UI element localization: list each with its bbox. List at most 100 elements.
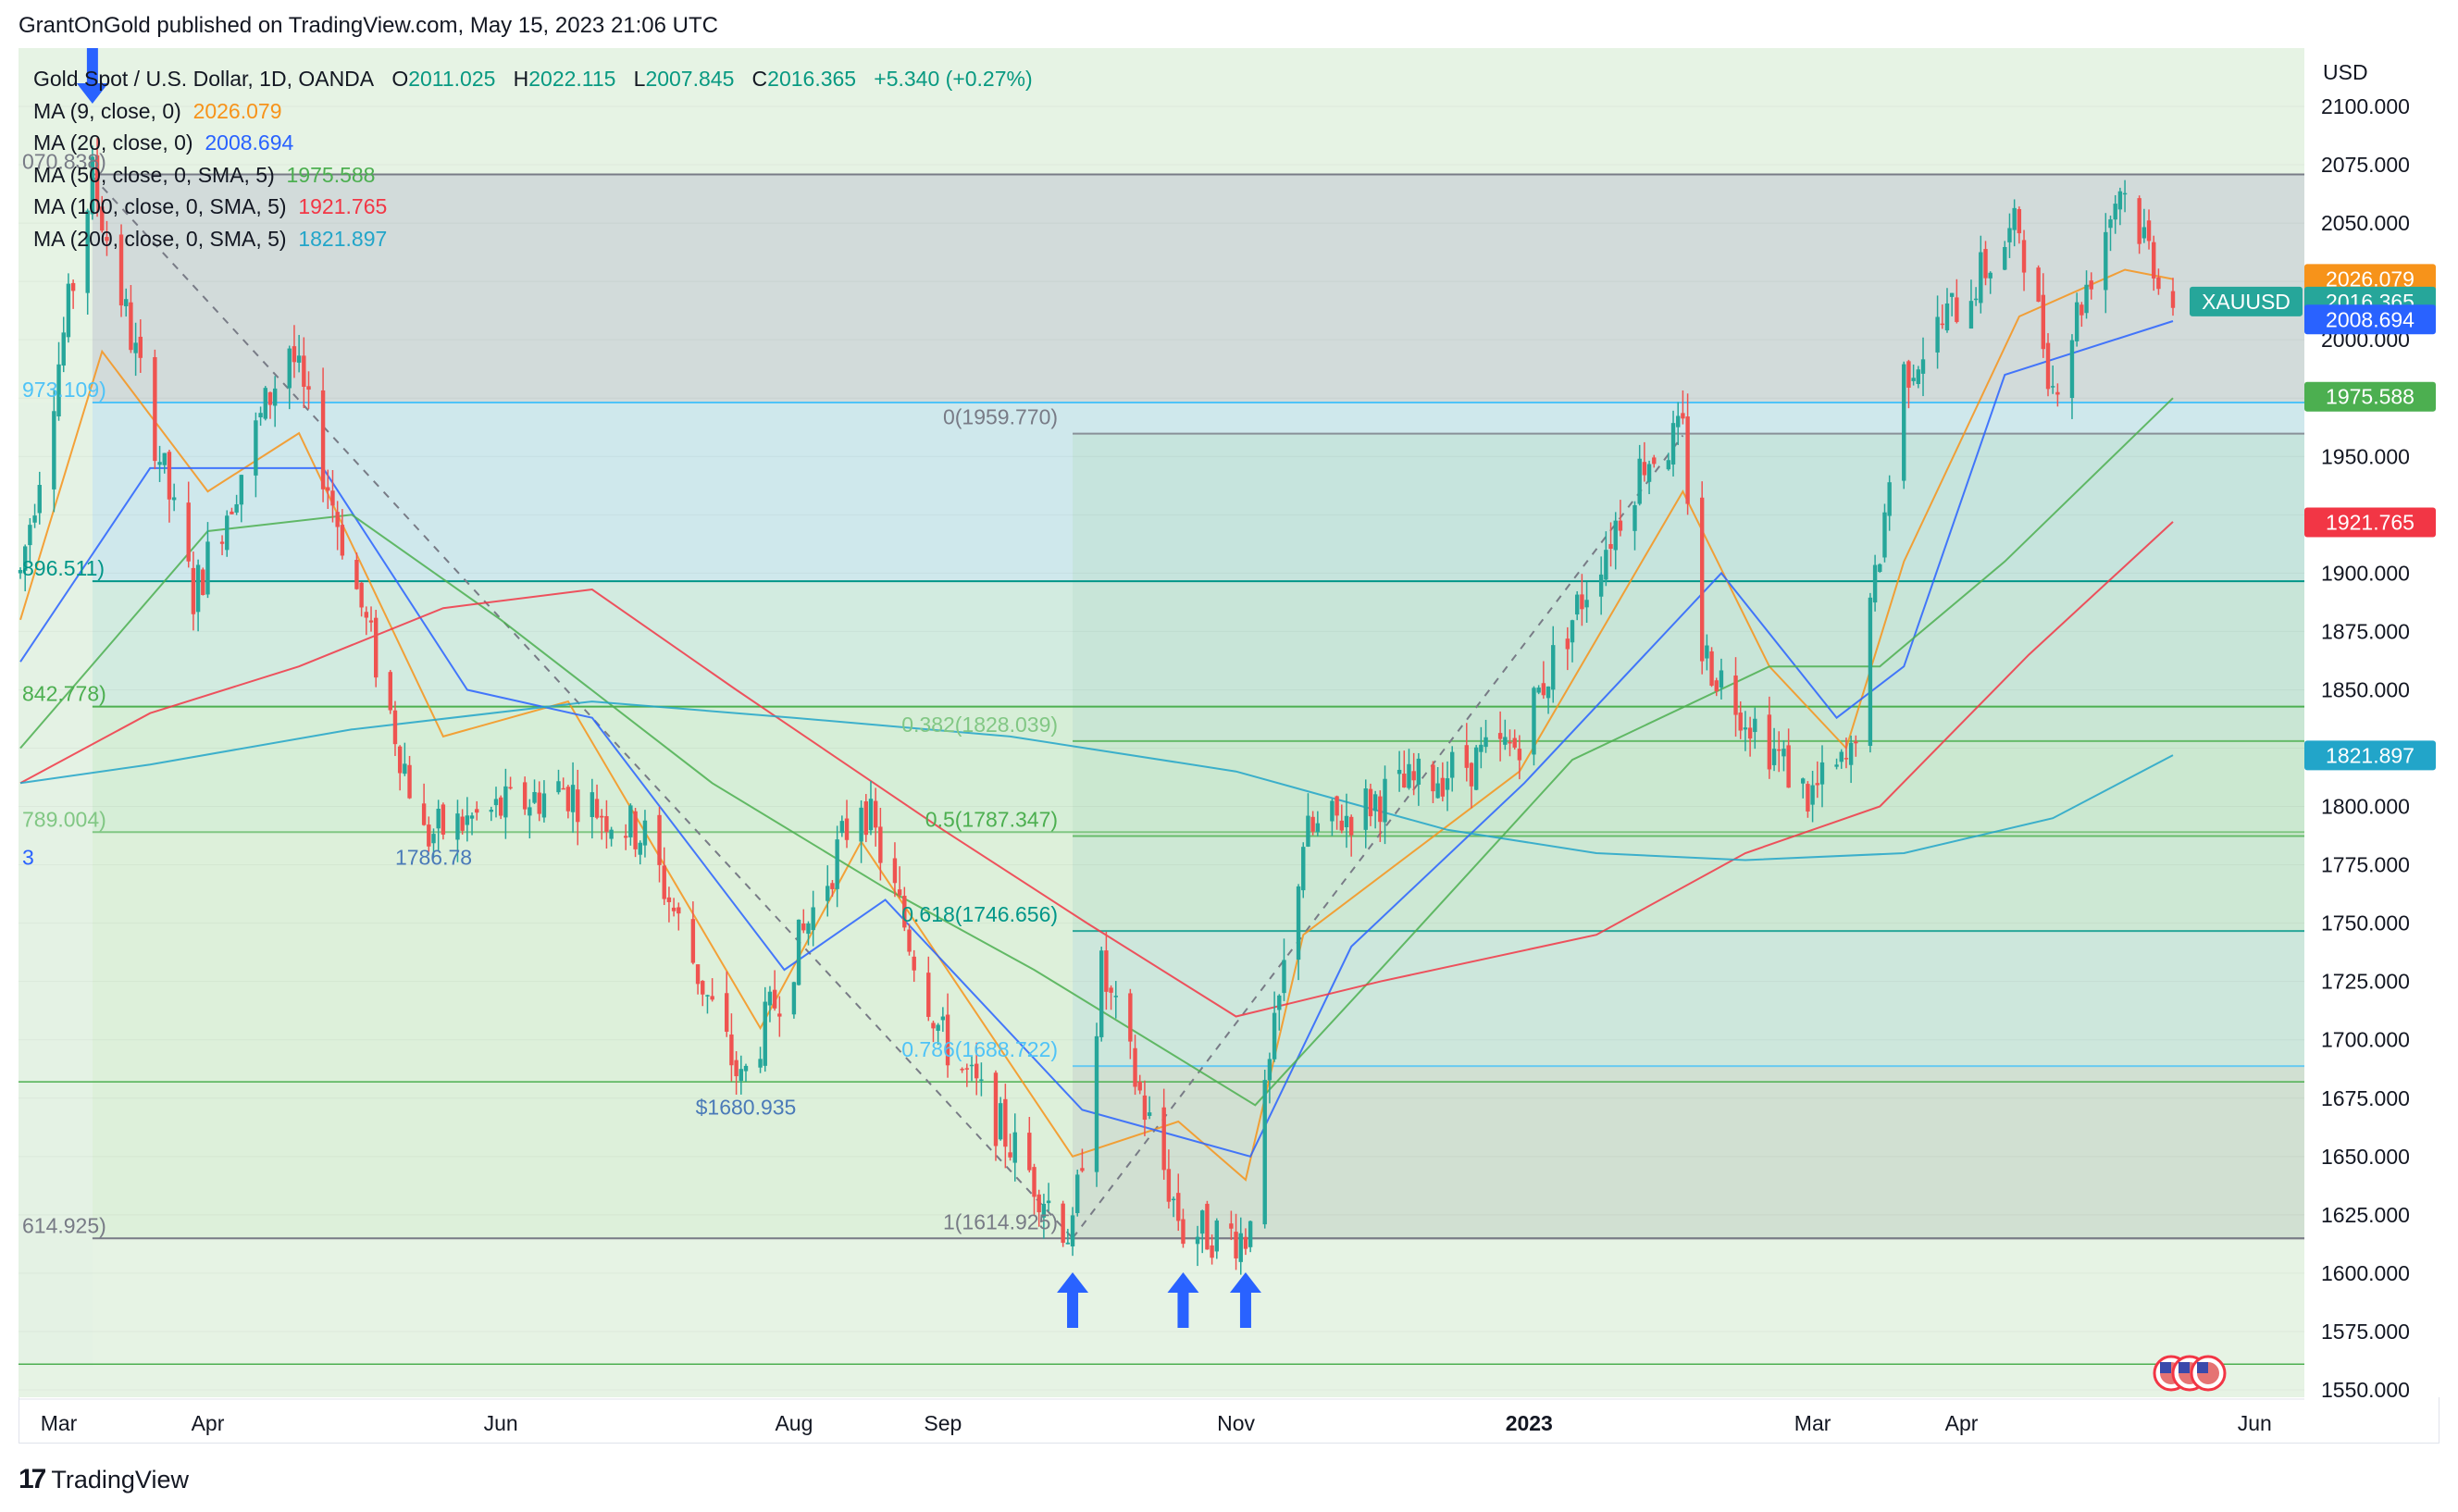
candle-body <box>873 800 878 828</box>
up-arrow-icon <box>1057 1272 1089 1328</box>
price-tick-label: 1600.000 <box>2321 1261 2410 1285</box>
candle-body <box>604 816 609 833</box>
candle-body <box>1973 298 1979 301</box>
candle-body <box>1497 733 1503 739</box>
price-axis: USD 1550.000 1575.000 1600.000 1625.000 1650.… <box>2304 48 2439 1402</box>
candle-body <box>1512 737 1517 748</box>
candle-body <box>2021 240 2027 273</box>
candle-body <box>287 348 292 389</box>
price-labels: 2026.0792016.365XAUUSD2008.6941975.58819… <box>2190 264 2436 771</box>
ma-value: 1821.897 <box>298 226 388 251</box>
ma-value: 1921.765 <box>298 194 388 218</box>
candle-body <box>225 515 230 551</box>
candle-body <box>777 1013 782 1017</box>
candle-body <box>1598 574 1604 597</box>
candle-body <box>695 964 701 985</box>
us-flag-icon <box>2160 1362 2171 1373</box>
candle-body <box>56 364 61 416</box>
candle-body <box>201 569 205 596</box>
candle-body <box>1681 413 1685 419</box>
fib-bands <box>19 48 2305 1397</box>
candle-body <box>902 896 907 928</box>
price-tick-label: 2100.000 <box>2321 94 2410 118</box>
candle-body <box>219 541 225 544</box>
fib-level-label: 896.511) <box>22 556 105 580</box>
fib-level-label: 0.382(1828.039) <box>901 713 1058 737</box>
price-tag-text: 1975.588 <box>2326 385 2415 409</box>
candle-body <box>1565 638 1570 650</box>
candle-body <box>1753 718 1757 733</box>
candle-body <box>1397 769 1402 775</box>
legend-ma-row[interactable]: MA (50, close, 0, SMA, 5) 1975.588 <box>33 159 1033 192</box>
legend-ma-row[interactable]: MA (20, close, 0) 2008.694 <box>33 127 1033 159</box>
candle-body <box>320 390 326 490</box>
candle-body <box>638 842 642 855</box>
candle-body <box>263 388 267 419</box>
ma-line <box>19 397 2174 1107</box>
legend-ma-row[interactable]: MA (9, close, 0) 2026.079 <box>33 95 1033 128</box>
fib-level-label: 0.618(1746.656) <box>901 902 1058 926</box>
legend-ma-row[interactable]: MA (200, close, 0, SMA, 5) 1821.897 <box>33 223 1033 255</box>
candle-body <box>397 746 403 774</box>
candle-body <box>335 512 340 527</box>
price-tick-label: 2075.000 <box>2321 153 2410 177</box>
open-value: 2011.025 <box>408 67 496 91</box>
candle-body <box>541 793 547 818</box>
tradingview-logo[interactable]: 17 TradingView <box>19 1464 189 1495</box>
candle-body <box>1335 796 1339 816</box>
candle-body <box>594 799 600 818</box>
candle-body <box>1705 645 1709 659</box>
candle-body <box>32 515 37 523</box>
candle-body <box>796 919 801 985</box>
time-tick-label: Nov <box>1217 1411 1255 1435</box>
fib-band-left <box>19 402 93 1367</box>
candle-body <box>2113 204 2117 220</box>
candle-body <box>1003 1098 1008 1147</box>
candle-body <box>374 617 379 678</box>
candle-body <box>1166 1169 1172 1202</box>
fib-level-label: 0.5(1787.347) <box>925 807 1058 831</box>
price-tick-label: 2050.000 <box>2321 211 2410 235</box>
candle-body <box>528 807 532 816</box>
candle-body <box>1301 847 1306 891</box>
candle-body <box>1618 520 1623 531</box>
candle-body <box>1368 788 1373 817</box>
candle-body <box>1911 378 1916 381</box>
candle-body <box>436 808 441 829</box>
candle-body <box>18 569 23 574</box>
candle-body <box>859 807 863 842</box>
fib-level-label: 614.925) <box>22 1213 106 1237</box>
candle-body <box>1094 1035 1099 1172</box>
candle-body <box>940 1016 946 1021</box>
candle-body <box>1988 272 1992 279</box>
candle-body <box>931 1022 936 1029</box>
ma-label: MA (200, close, 0, SMA, 5) <box>33 226 287 251</box>
candle-body <box>1234 1232 1238 1258</box>
ma-label: MA (20, close, 0) <box>33 130 193 155</box>
candle-body <box>662 865 666 899</box>
candle-body <box>359 582 364 608</box>
candle-body <box>2051 386 2055 388</box>
candle-body <box>28 525 32 546</box>
price-tag <box>2304 740 2436 771</box>
candle-body <box>1815 783 1819 786</box>
candles <box>18 137 2176 1275</box>
fib-level-label: 070.838) <box>22 150 106 174</box>
candle-body <box>2146 220 2152 242</box>
price-tick-label: 1775.000 <box>2321 853 2410 877</box>
close-value: 2016.365 <box>767 67 857 91</box>
candle-body <box>1473 747 1479 790</box>
legend-ma-row[interactable]: MA (100, close, 0, SMA, 5) 1921.765 <box>33 191 1033 223</box>
candle-body <box>1012 1132 1017 1163</box>
candle-body <box>1882 512 1887 558</box>
fib-level-label: 1(1614.925) <box>943 1209 1058 1233</box>
price-tag <box>2304 507 2436 538</box>
candle-body <box>772 989 777 1009</box>
time-axis: Mar Apr Jun Aug Sep Nov 2023 Mar Apr Jun <box>19 1398 2304 1435</box>
candle-body <box>157 462 162 465</box>
candle-body <box>1243 1236 1248 1249</box>
fib-band-right <box>1073 931 2304 1067</box>
time-tick-label: Jun <box>2238 1411 2272 1435</box>
candle-body <box>835 839 839 889</box>
